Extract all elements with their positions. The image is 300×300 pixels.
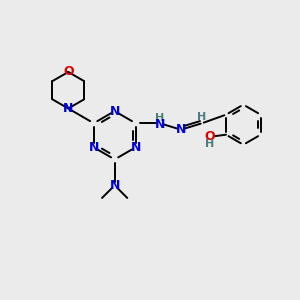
Text: N: N xyxy=(110,179,120,192)
Text: N: N xyxy=(63,102,74,115)
Text: N: N xyxy=(176,123,186,136)
Text: O: O xyxy=(63,65,74,79)
Text: H: H xyxy=(205,139,214,148)
Text: N: N xyxy=(110,105,120,118)
Text: N: N xyxy=(130,141,141,154)
Text: H: H xyxy=(155,113,164,123)
Text: N: N xyxy=(154,118,165,131)
Text: N: N xyxy=(88,141,99,154)
Text: O: O xyxy=(204,130,215,143)
Text: H: H xyxy=(197,112,207,122)
